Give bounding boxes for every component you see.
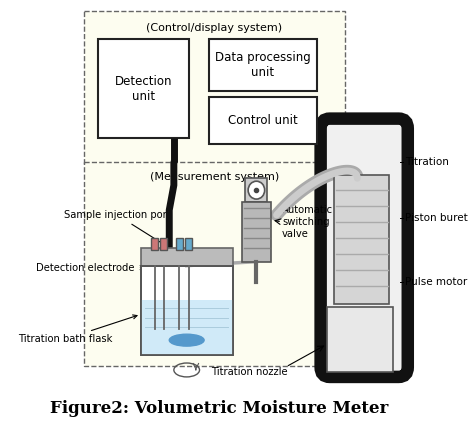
- Text: Detection
unit: Detection unit: [115, 75, 173, 103]
- FancyBboxPatch shape: [84, 11, 346, 165]
- Text: Titration nozzle: Titration nozzle: [211, 367, 287, 377]
- FancyBboxPatch shape: [141, 266, 233, 355]
- Circle shape: [248, 181, 264, 199]
- Text: Control unit: Control unit: [228, 114, 298, 127]
- FancyBboxPatch shape: [176, 238, 183, 250]
- Text: (Measurement system): (Measurement system): [150, 172, 279, 182]
- Text: (Control/display system): (Control/display system): [146, 23, 283, 33]
- Text: Figure2: Volumetric Moisture Meter: Figure2: Volumetric Moisture Meter: [50, 400, 388, 417]
- Text: Titration bath flask: Titration bath flask: [18, 315, 137, 344]
- Text: Sample injection port: Sample injection port: [64, 210, 170, 246]
- Text: Detection electrode: Detection electrode: [36, 263, 144, 272]
- FancyBboxPatch shape: [334, 175, 390, 304]
- FancyBboxPatch shape: [246, 178, 267, 202]
- FancyBboxPatch shape: [327, 307, 393, 372]
- Text: Pulse motor: Pulse motor: [405, 277, 467, 286]
- FancyBboxPatch shape: [98, 39, 190, 139]
- FancyBboxPatch shape: [185, 238, 192, 250]
- Text: Piston buret: Piston buret: [405, 213, 468, 223]
- Text: Titration: Titration: [405, 157, 449, 167]
- FancyBboxPatch shape: [141, 248, 233, 266]
- Text: Automatic
switching
valve: Automatic switching valve: [282, 205, 333, 238]
- FancyBboxPatch shape: [84, 162, 346, 366]
- FancyBboxPatch shape: [242, 202, 271, 262]
- FancyBboxPatch shape: [209, 39, 317, 91]
- FancyBboxPatch shape: [141, 300, 233, 355]
- Text: Data processing
unit: Data processing unit: [215, 51, 311, 79]
- FancyBboxPatch shape: [151, 238, 158, 250]
- FancyBboxPatch shape: [320, 119, 408, 377]
- Ellipse shape: [169, 334, 204, 346]
- FancyBboxPatch shape: [209, 97, 317, 144]
- FancyBboxPatch shape: [160, 238, 167, 250]
